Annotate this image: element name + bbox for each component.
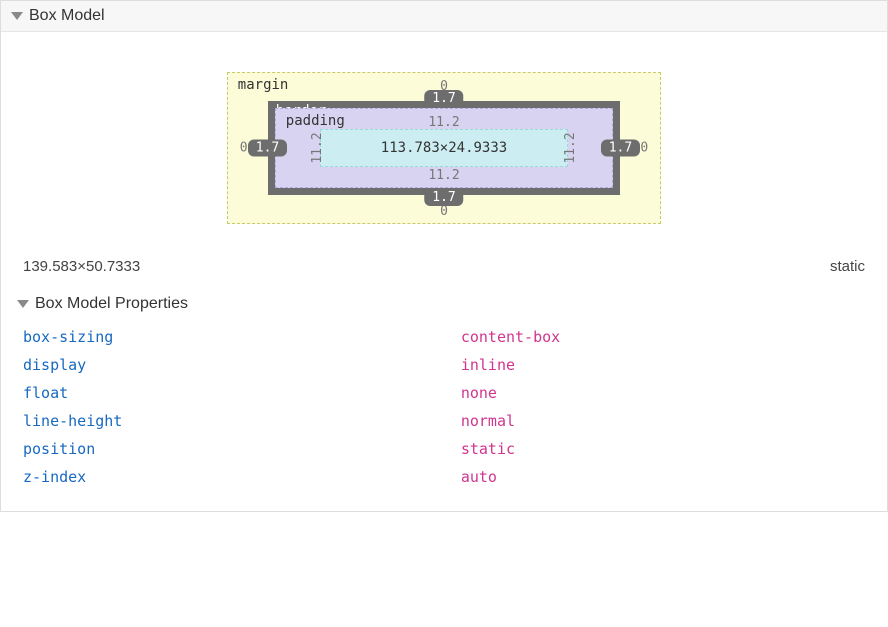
property-row: box-sizingcontent-box bbox=[23, 323, 865, 351]
element-position: static bbox=[830, 258, 865, 275]
border-top-value[interactable]: 1.7 bbox=[424, 90, 463, 107]
property-row: displayinline bbox=[23, 351, 865, 379]
property-row: z-indexauto bbox=[23, 463, 865, 491]
property-value[interactable]: static bbox=[461, 440, 515, 458]
property-name[interactable]: display bbox=[23, 356, 461, 374]
property-value[interactable]: content-box bbox=[461, 328, 560, 346]
padding-right-value[interactable]: 11.2 bbox=[563, 132, 578, 163]
margin-left-value[interactable]: 0 bbox=[240, 141, 248, 156]
property-row: line-heightnormal bbox=[23, 407, 865, 435]
border-region[interactable]: border 1.7 1.7 1.7 1.7 padding 11.2 11.2… bbox=[268, 101, 620, 195]
margin-right-value[interactable]: 0 bbox=[640, 141, 648, 156]
property-name[interactable]: line-height bbox=[23, 412, 461, 430]
collapse-icon[interactable] bbox=[17, 300, 29, 308]
box-model-diagram: margin 0 0 0 0 border 1.7 1.7 1.7 1.7 pa… bbox=[1, 32, 887, 244]
section-title: Box Model Properties bbox=[35, 295, 188, 313]
border-left-value[interactable]: 1.7 bbox=[248, 140, 287, 157]
border-right-value[interactable]: 1.7 bbox=[601, 140, 640, 157]
property-value[interactable]: none bbox=[461, 384, 497, 402]
box-model-panel: Box Model margin 0 0 0 0 border 1.7 1.7 … bbox=[0, 0, 888, 512]
properties-list: box-sizingcontent-boxdisplayinlinefloatn… bbox=[1, 319, 887, 511]
property-name[interactable]: box-sizing bbox=[23, 328, 461, 346]
dimensions-row: 139.583×50.7333 static bbox=[1, 244, 887, 289]
property-value[interactable]: normal bbox=[461, 412, 515, 430]
collapse-icon[interactable] bbox=[11, 12, 23, 20]
padding-label: padding bbox=[286, 113, 345, 129]
property-name[interactable]: float bbox=[23, 384, 461, 402]
content-region[interactable]: 113.783×24.9333 bbox=[320, 129, 568, 167]
property-value[interactable]: auto bbox=[461, 468, 497, 486]
section-header-box-model[interactable]: Box Model bbox=[1, 1, 887, 32]
property-row: positionstatic bbox=[23, 435, 865, 463]
margin-label: margin bbox=[238, 77, 289, 93]
property-name[interactable]: z-index bbox=[23, 468, 461, 486]
section-header-properties[interactable]: Box Model Properties bbox=[1, 289, 887, 319]
padding-left-value[interactable]: 11.2 bbox=[310, 132, 325, 163]
content-size: 113.783×24.9333 bbox=[381, 140, 507, 156]
property-row: floatnone bbox=[23, 379, 865, 407]
property-name[interactable]: position bbox=[23, 440, 461, 458]
margin-bottom-value[interactable]: 0 bbox=[440, 204, 448, 219]
margin-region[interactable]: margin 0 0 0 0 border 1.7 1.7 1.7 1.7 pa… bbox=[227, 72, 661, 224]
section-title: Box Model bbox=[29, 7, 105, 25]
padding-region[interactable]: padding 11.2 11.2 11.2 11.2 113.783×24.9… bbox=[275, 108, 613, 188]
element-size: 139.583×50.7333 bbox=[23, 258, 140, 275]
property-value[interactable]: inline bbox=[461, 356, 515, 374]
padding-bottom-value[interactable]: 11.2 bbox=[428, 168, 459, 183]
padding-top-value[interactable]: 11.2 bbox=[428, 115, 459, 130]
border-bottom-value[interactable]: 1.7 bbox=[424, 189, 463, 206]
